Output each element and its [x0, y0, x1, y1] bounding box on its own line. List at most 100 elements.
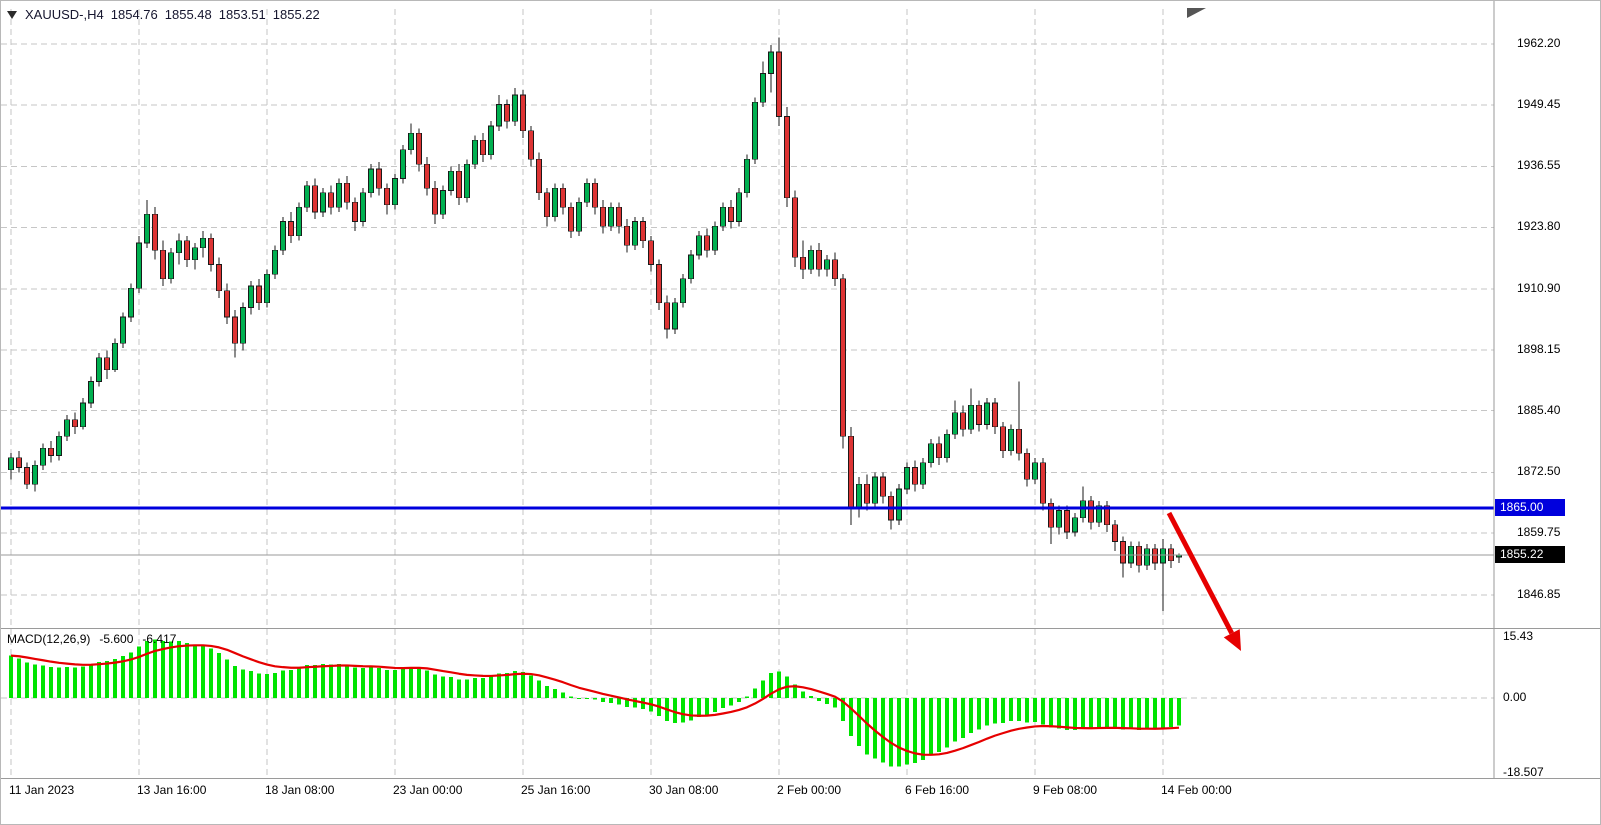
date-tick-label: 11 Jan 2023	[9, 783, 75, 797]
candle	[1088, 496, 1094, 530]
date-tick-label: 25 Jan 16:00	[521, 783, 591, 797]
candle	[1080, 486, 1086, 523]
candle	[224, 283, 230, 325]
candle	[1072, 512, 1078, 537]
candle	[528, 126, 534, 167]
candle	[384, 183, 390, 215]
candle	[568, 202, 574, 239]
candle	[904, 462, 910, 494]
candle	[464, 159, 470, 203]
candle	[16, 450, 22, 473]
candle	[64, 414, 70, 442]
date-tick-label: 9 Feb 08:00	[1033, 783, 1098, 797]
indicator-level-label: 15.43	[1503, 629, 1534, 643]
candle	[832, 252, 838, 287]
candle	[1016, 381, 1022, 461]
candle	[152, 207, 158, 260]
macd-histogram	[9, 639, 1181, 767]
candle	[648, 235, 654, 272]
candle	[200, 231, 206, 258]
candle	[312, 178, 318, 220]
candle	[992, 398, 998, 435]
candle	[712, 221, 718, 255]
candle	[480, 133, 486, 162]
ohlc-readout: XAUUSD-,H4 1854.76 1855.48 1853.51 1855.…	[7, 7, 320, 22]
date-tick-label: 18 Jan 08:00	[265, 783, 335, 797]
candle	[616, 202, 622, 234]
price-tick-label: 1872.50	[1517, 464, 1561, 479]
candle	[592, 178, 598, 215]
candle	[504, 99, 510, 129]
candle	[456, 164, 462, 205]
candle	[768, 44, 774, 93]
candle	[1104, 500, 1110, 532]
candle	[432, 180, 438, 224]
candle	[1152, 543, 1158, 571]
candle	[856, 477, 862, 518]
candle	[984, 398, 990, 430]
candle	[664, 295, 670, 339]
candle	[1000, 422, 1006, 458]
candle	[496, 94, 502, 131]
price-tick-label: 1885.40	[1517, 402, 1561, 417]
candle	[96, 352, 102, 387]
time-axis[interactable]: 11 Jan 2023 13 Jan 16:00 18 Jan 08:00 23 Ja…	[1, 783, 1600, 805]
high-value: 1855.48	[164, 7, 212, 22]
candle	[488, 121, 494, 160]
price-tick-label: 1949.45	[1517, 96, 1561, 111]
candle	[840, 274, 846, 449]
candle	[808, 245, 814, 275]
candle	[1112, 520, 1118, 552]
candle	[688, 250, 694, 284]
candle	[536, 152, 542, 201]
candle	[304, 180, 310, 212]
candle	[1056, 505, 1062, 535]
low-value: 1853.51	[218, 7, 266, 22]
candle	[880, 472, 886, 504]
candle	[624, 219, 630, 253]
price-tick-label: 1898.15	[1517, 341, 1561, 356]
candle	[144, 200, 150, 248]
candle	[360, 188, 366, 227]
candle	[1032, 457, 1038, 485]
candle	[264, 269, 270, 308]
trend-arrow[interactable]	[1166, 511, 1241, 651]
candle	[112, 338, 118, 372]
candle	[272, 245, 278, 279]
candle	[968, 388, 974, 435]
candle	[704, 228, 710, 258]
candle	[392, 173, 398, 210]
candle	[176, 233, 182, 265]
candle	[120, 312, 126, 349]
candle	[728, 200, 734, 229]
open-value: 1854.76	[110, 7, 158, 22]
candle	[696, 231, 702, 260]
candle	[352, 197, 358, 232]
close-value: 1855.22	[272, 7, 320, 22]
candle	[344, 176, 350, 210]
candle	[472, 135, 478, 169]
candle	[184, 235, 190, 267]
candle	[248, 281, 254, 315]
candle	[24, 462, 30, 489]
one-click-trading-toggle-icon[interactable]	[7, 10, 17, 19]
candle	[72, 412, 78, 435]
date-tick-label: 23 Jan 00:00	[393, 783, 463, 797]
candle	[912, 460, 918, 492]
candle	[232, 309, 238, 358]
candle	[408, 123, 414, 155]
chart-shift-marker-icon[interactable]	[1187, 8, 1206, 18]
candle	[512, 87, 518, 127]
date-tick-label: 30 Jan 08:00	[649, 783, 719, 797]
symbol-period-label: XAUUSD-,H4	[25, 7, 104, 22]
candle	[104, 350, 110, 380]
hline-price-label: 1865.00	[1495, 499, 1565, 517]
candle	[552, 183, 558, 222]
price-axis[interactable]: 1865.00 1855.22 1962.20 1949.45 1936.55 192…	[1495, 1, 1600, 801]
candle	[208, 233, 214, 272]
candle	[1136, 541, 1142, 573]
candle	[56, 431, 62, 461]
candle	[640, 216, 646, 248]
candle	[88, 376, 94, 408]
